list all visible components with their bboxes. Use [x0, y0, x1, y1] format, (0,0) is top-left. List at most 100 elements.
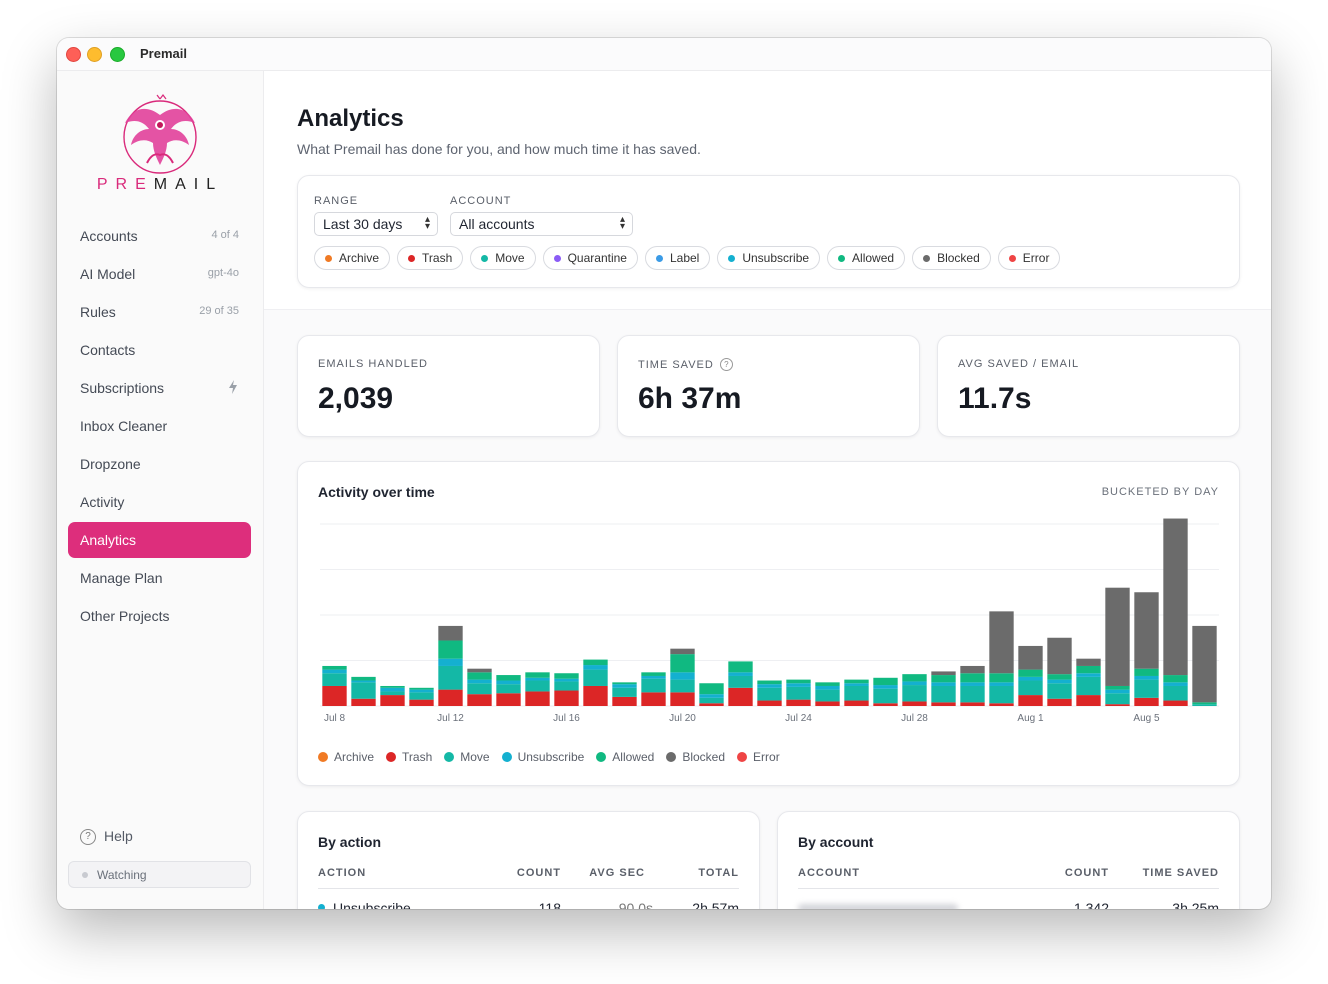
by-account-title: By account	[798, 834, 874, 850]
chart-bar-segment	[1192, 704, 1217, 706]
table-row-action: Unsubscribe	[318, 900, 411, 909]
chart-bar-segment	[931, 671, 956, 676]
chart-bar-segment	[496, 675, 521, 681]
account-select[interactable]: All accounts ▴ ▾	[450, 212, 633, 236]
filter-chip-move[interactable]: Move	[470, 246, 536, 270]
archive-dot-icon	[318, 752, 328, 762]
chip-label: Trash	[422, 251, 453, 265]
chart-bar-segment	[612, 687, 637, 697]
sidebar-item-inbox-cleaner[interactable]: Inbox Cleaner	[68, 408, 251, 444]
legend-item-allowed: Allowed	[596, 750, 654, 764]
x-tick-label: Jul 20	[669, 713, 696, 724]
chart-bar-segment	[873, 685, 898, 689]
sidebar-item-contacts[interactable]: Contacts	[68, 332, 251, 368]
error-dot-icon	[1008, 254, 1016, 262]
move-dot-icon	[444, 752, 455, 762]
bucket-label: BUCKETED BY DAY	[1101, 486, 1219, 498]
filter-chip-blocked[interactable]: Blocked	[912, 246, 991, 270]
by-account-card: By account ACCOUNT COUNT TIME SAVED 1,34…	[777, 811, 1240, 909]
chart-bar-segment	[670, 648, 695, 655]
chart-bar-segment	[960, 685, 985, 703]
chart-bar-segment	[1105, 689, 1130, 694]
col-header-action[interactable]: ACTION	[318, 867, 367, 879]
sidebar-item-analytics[interactable]: Analytics	[68, 522, 251, 558]
help-circle-icon[interactable]: ?	[719, 358, 733, 371]
chart-bar-segment	[351, 680, 376, 683]
chart-bar-segment	[699, 694, 724, 698]
allowed-dot-icon	[838, 254, 846, 262]
chart-bar-segment	[960, 665, 985, 674]
col-header-count[interactable]: COUNT	[1064, 867, 1109, 879]
legend-item-unsubscribe: Unsubscribe	[501, 750, 584, 764]
range-select[interactable]: Last 30 days ▴ ▾	[314, 212, 438, 236]
stat-card-avg-saved: AVG SAVED / EMAIL 11.7s	[937, 335, 1240, 437]
sidebar-item-activity[interactable]: Activity	[68, 484, 251, 520]
stat-card-emails-handled: EMAILS HANDLED 2,039	[297, 335, 600, 437]
chart-bar-segment	[815, 682, 840, 686]
chart-bar-segment	[496, 693, 521, 706]
sidebar-item-label: Subscriptions	[80, 380, 165, 396]
sidebar-item-other-projects[interactable]: Other Projects	[68, 598, 251, 634]
sidebar-item-subscriptions[interactable]: Subscriptions	[68, 370, 251, 406]
filters-card: RANGE Last 30 days ▴ ▾ ACCOUNT All accoun…	[297, 175, 1240, 288]
chart-bar-segment	[873, 677, 898, 686]
chart-bar-segment	[409, 692, 434, 700]
chart-bar-segment	[1018, 645, 1043, 670]
sidebar-item-ai-model[interactable]: AI Model gpt-4o	[68, 256, 251, 292]
chart-bar-segment	[902, 681, 927, 686]
trash-dot-icon	[386, 752, 397, 762]
sidebar-item-rules[interactable]: Rules 29 of 35	[68, 294, 251, 330]
help-label: Help	[104, 828, 133, 844]
chart-bar-segment	[989, 673, 1014, 683]
unsubscribe-dot-icon	[728, 254, 736, 262]
zoom-window-button[interactable]	[110, 47, 125, 62]
chart-bar-segment	[960, 702, 985, 706]
stat-value: 6h 37m	[638, 382, 742, 415]
title-bar: Premail	[57, 38, 1271, 71]
col-header-avg-sec[interactable]: AVG SEC	[589, 867, 645, 879]
chart-bar-segment	[786, 683, 811, 687]
sidebar-item-accounts[interactable]: Accounts 4 of 4	[68, 218, 251, 254]
sidebar-item-label: Contacts	[80, 342, 136, 358]
chart-bar-segment	[1076, 673, 1101, 677]
chart-bar-segment	[612, 696, 637, 706]
filter-chip-unsubscribe[interactable]: Unsubscribe	[717, 246, 821, 270]
help-link[interactable]: ? Help	[80, 828, 133, 846]
col-header-count[interactable]: COUNT	[516, 867, 561, 879]
unsubscribe-dot-icon	[501, 752, 512, 762]
account-label: ACCOUNT	[450, 195, 512, 207]
chart-legend: Archive Trash Move Unsubscribe Allowed B…	[318, 750, 780, 764]
chart-bar-segment	[902, 674, 927, 682]
main-content: Analytics What Premail has done for you,…	[264, 71, 1271, 909]
sidebar-item-dropzone[interactable]: Dropzone	[68, 446, 251, 482]
filter-chip-error[interactable]: Error	[997, 246, 1061, 270]
filter-chip-archive[interactable]: Archive	[314, 246, 391, 270]
close-window-button[interactable]	[66, 47, 81, 62]
filter-chip-allowed[interactable]: Allowed	[827, 246, 906, 270]
watching-status[interactable]: Watching	[68, 861, 251, 888]
sidebar-item-manage-plan[interactable]: Manage Plan	[68, 560, 251, 596]
chart-bar-segment	[844, 685, 869, 701]
sidebar-item-label: Analytics	[80, 532, 137, 548]
filter-chip-trash[interactable]: Trash	[397, 246, 464, 270]
sidebar-item-label: Dropzone	[80, 456, 141, 472]
chart-bar-segment	[438, 640, 463, 659]
chart-bar-segment	[815, 685, 840, 690]
chart-bar-segment	[1105, 693, 1130, 705]
range-label: RANGE	[314, 195, 359, 207]
minimize-window-button[interactable]	[87, 47, 102, 62]
col-header-time-saved[interactable]: TIME SAVED	[1142, 867, 1219, 879]
col-header-total[interactable]: TOTAL	[698, 867, 739, 879]
filter-chip-label[interactable]: Label	[644, 246, 711, 270]
filter-chip-quarantine[interactable]: Quarantine	[542, 246, 638, 270]
rules-count: 29 of 35	[199, 305, 239, 317]
chart-bar-segment	[1047, 679, 1072, 684]
chart-bar-segment	[786, 686, 811, 700]
chart-bar-segment	[728, 687, 753, 706]
chart-bar-segment	[1047, 698, 1072, 706]
help-circle-icon: ?	[80, 829, 96, 846]
chart-bar-segment	[699, 683, 724, 695]
chart-bar-segment	[873, 688, 898, 704]
chart-bar-segment	[467, 683, 492, 695]
col-header-account[interactable]: ACCOUNT	[798, 867, 860, 879]
